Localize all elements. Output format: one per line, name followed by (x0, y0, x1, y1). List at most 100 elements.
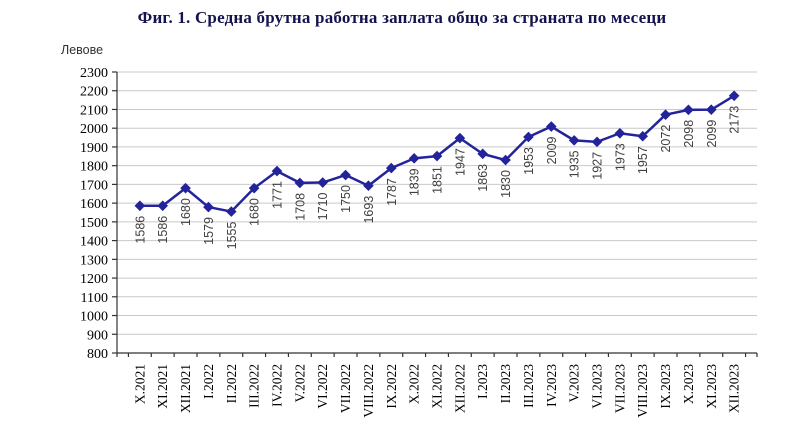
x-axis-tick-label: III.2022 (247, 364, 262, 408)
y-axis-tick-label: 1800 (80, 160, 108, 175)
data-point-marker (317, 177, 329, 188)
x-axis-tick-label: III.2023 (521, 364, 536, 408)
y-axis-units-label: Левове (61, 43, 104, 57)
x-axis-tick-label: V.2022 (292, 364, 307, 402)
x-axis-tick-label: IX.2022 (384, 364, 399, 409)
x-axis-tick-label: II.2023 (498, 364, 513, 404)
data-point-marker (157, 200, 169, 212)
x-axis-tick-label: XI.2022 (430, 364, 445, 409)
data-point-marker (637, 130, 649, 142)
x-axis-tick-label: X.2021 (132, 364, 147, 404)
data-point-marker (523, 131, 534, 143)
data-point-marker (134, 200, 146, 212)
y-axis-tick-label: 1600 (80, 197, 108, 212)
data-point-marker (705, 104, 717, 115)
data-point-marker (545, 121, 557, 132)
y-axis-tick-label: 1500 (80, 216, 108, 231)
data-point-marker (271, 165, 283, 177)
x-axis-tick-label: V.2023 (567, 364, 582, 403)
chart-title: Фиг. 1. Средна брутна работна заплата об… (137, 8, 667, 27)
data-point-label: 1957 (636, 146, 650, 174)
data-point-label: 1863 (476, 164, 490, 192)
x-axis-tick-label: X.2022 (407, 364, 422, 404)
data-point-marker (340, 169, 351, 181)
x-axis-tick-label: IV.2023 (544, 364, 559, 407)
data-point-marker (728, 90, 740, 102)
data-point-label: 1851 (431, 166, 445, 194)
data-point-label: 1839 (408, 168, 422, 196)
data-point-marker (500, 154, 511, 166)
data-point-label: 1586 (156, 216, 170, 244)
x-axis-tick-label: XI.2021 (155, 364, 170, 409)
y-axis-tick-label: 900 (87, 328, 108, 343)
x-axis-tick-label: I.2023 (475, 364, 490, 399)
data-point-marker (408, 153, 420, 164)
y-axis-tick-label: 2200 (80, 85, 108, 100)
data-point-label: 1830 (499, 170, 513, 198)
x-axis-tick-label: II.2022 (224, 364, 239, 403)
x-axis-tick-label: XI.2023 (704, 364, 719, 409)
x-axis-tick-label: VIII.2023 (635, 364, 650, 418)
data-point-label: 1693 (362, 196, 376, 224)
data-point-label: 1771 (271, 181, 285, 209)
data-point-marker (477, 148, 489, 160)
data-point-label: 1947 (453, 148, 467, 176)
y-axis-tick-label: 2300 (80, 66, 108, 81)
data-point-label: 1710 (316, 192, 330, 220)
y-axis-tick-label: 800 (87, 347, 108, 362)
data-point-label: 1787 (385, 178, 399, 206)
y-axis-tick-label: 1300 (80, 253, 108, 268)
data-point-marker (660, 109, 671, 121)
x-axis-tick-label: I.2022 (201, 364, 216, 399)
data-point-label: 1555 (225, 222, 239, 250)
x-axis-tick-label: VI.2022 (315, 364, 330, 409)
y-axis-tick-label: 1000 (80, 310, 108, 325)
data-point-label: 1953 (522, 147, 536, 175)
data-point-label: 1680 (179, 198, 193, 226)
data-point-marker (248, 182, 260, 194)
y-axis-tick-label: 1200 (80, 272, 108, 287)
y-axis-tick-label: 2100 (80, 103, 108, 118)
data-point-marker (294, 177, 306, 189)
x-axis-tick-label: X.2023 (681, 364, 696, 404)
data-point-marker (568, 135, 580, 146)
x-axis-tick-label: IV.2022 (270, 364, 285, 407)
data-point-label: 1680 (248, 198, 262, 226)
data-point-marker (203, 201, 214, 213)
data-point-marker (363, 180, 374, 192)
data-point-label: 1935 (568, 150, 582, 178)
data-point-label: 1927 (591, 152, 605, 180)
data-point-label: 2072 (659, 125, 673, 153)
y-axis-tick-label: 2000 (80, 122, 108, 137)
x-axis-tick-label: VI.2023 (590, 364, 605, 409)
data-point-marker (614, 127, 626, 139)
data-point-label: 1586 (133, 216, 147, 244)
data-point-label: 2098 (682, 120, 696, 148)
y-axis-tick-label: 1900 (80, 141, 108, 156)
data-point-label: 1750 (339, 185, 353, 213)
data-point-marker (431, 150, 443, 162)
data-point-marker (225, 206, 237, 217)
y-axis-tick-label: 1100 (81, 291, 108, 306)
data-point-label: 2009 (545, 136, 559, 164)
x-axis-tick-label: VII.2023 (612, 364, 627, 413)
data-point-marker (454, 132, 466, 144)
x-axis-tick-label: VIII.2022 (361, 364, 376, 418)
x-axis-tick-label: IX.2023 (658, 364, 673, 409)
data-point-label: 2173 (728, 106, 742, 134)
x-axis-tick-label: XII.2021 (178, 364, 193, 413)
x-axis-tick-label: XII.2023 (727, 364, 742, 413)
y-axis-tick-label: 1700 (80, 178, 108, 193)
data-point-label: 1579 (202, 217, 216, 245)
data-point-label: 1708 (293, 193, 307, 221)
data-point-marker (591, 136, 603, 148)
data-point-marker (180, 182, 191, 194)
data-point-marker (683, 104, 694, 116)
data-point-label: 1973 (613, 143, 627, 171)
x-axis-tick-label: XII.2022 (452, 364, 467, 413)
data-point-marker (385, 162, 397, 174)
x-axis-tick-label: VII.2022 (338, 364, 353, 413)
y-axis-tick-label: 1400 (80, 235, 108, 250)
